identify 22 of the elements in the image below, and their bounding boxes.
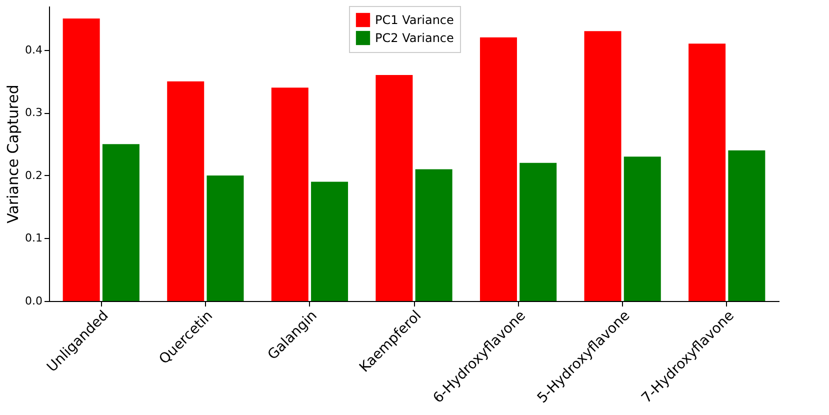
bar (584, 31, 622, 301)
bar (102, 144, 140, 301)
bar (415, 169, 452, 301)
bar (62, 18, 100, 301)
y-tick-label: 0.1 (25, 232, 42, 245)
bar (688, 44, 726, 301)
y-tick-label: 0.0 (25, 294, 42, 308)
y-tick-label: 0.2 (25, 168, 42, 182)
bar (271, 88, 308, 301)
legend-label: PC2 Variance (375, 31, 454, 45)
y-tick-label: 0.3 (25, 106, 42, 120)
bar (206, 175, 244, 301)
bar (167, 81, 204, 301)
legend-label: PC1 Variance (375, 13, 454, 27)
bar (376, 75, 413, 301)
bar (728, 150, 766, 301)
bar (311, 182, 348, 301)
y-axis-title: Variance Captured (4, 84, 22, 224)
bar (520, 162, 557, 301)
y-tick-label: 0.4 (25, 43, 42, 56)
bar (624, 156, 661, 301)
bar (480, 37, 517, 301)
